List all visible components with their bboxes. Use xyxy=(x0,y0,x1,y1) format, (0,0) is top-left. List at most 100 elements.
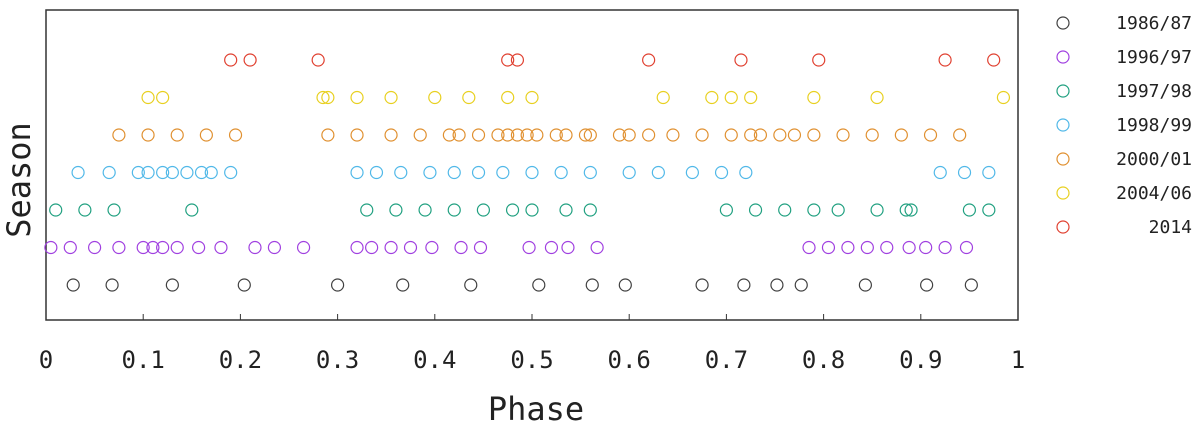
data-point xyxy=(136,240,150,255)
data-point xyxy=(787,128,802,142)
data-point xyxy=(714,165,729,180)
data-point xyxy=(107,203,121,217)
data-point xyxy=(49,203,63,217)
data-point xyxy=(831,203,845,217)
data-point xyxy=(423,165,437,180)
data-point xyxy=(695,128,709,142)
data-point xyxy=(899,203,913,217)
data-point xyxy=(476,203,490,217)
data-point xyxy=(685,165,699,180)
data-point xyxy=(384,128,398,142)
data-point xyxy=(112,240,126,255)
x-tick-label: 0.9 xyxy=(899,346,942,374)
data-point xyxy=(473,240,488,255)
data-point xyxy=(228,128,243,142)
data-point xyxy=(923,128,938,142)
data-point xyxy=(590,240,604,255)
data-point xyxy=(447,203,461,217)
data-point xyxy=(773,128,787,142)
data-point xyxy=(321,128,335,142)
data-point xyxy=(156,165,170,180)
data-point xyxy=(561,240,575,255)
data-point xyxy=(549,128,563,142)
data-point xyxy=(389,203,403,217)
data-point xyxy=(622,165,636,180)
data-point xyxy=(530,128,544,142)
data-point xyxy=(131,165,145,180)
data-point xyxy=(452,128,466,142)
data-point xyxy=(418,203,432,217)
data-point xyxy=(525,90,539,105)
data-point xyxy=(156,90,170,105)
y-axis-title: Season xyxy=(0,122,38,238)
legend-marker xyxy=(1056,50,1070,64)
data-point xyxy=(413,128,427,142)
data-point xyxy=(194,165,209,180)
data-point xyxy=(959,240,974,255)
data-point xyxy=(350,90,364,105)
data-point xyxy=(496,165,510,180)
data-point xyxy=(141,165,155,180)
data-point xyxy=(583,203,597,217)
data-point xyxy=(583,165,597,180)
data-point xyxy=(836,128,850,142)
data-point xyxy=(384,240,398,255)
data-point xyxy=(248,240,262,255)
data-point xyxy=(224,165,238,180)
data-point xyxy=(642,128,656,142)
data-point xyxy=(957,165,972,180)
legend: 1986/87 1996/97 1997/98 1998/99 2000/01 2004/… xyxy=(1056,13,1192,238)
data-point xyxy=(656,90,670,105)
x-tick-label: 0.2 xyxy=(219,346,262,374)
data-point xyxy=(87,240,102,255)
data-point xyxy=(559,128,573,142)
data-point xyxy=(237,278,251,292)
data-point xyxy=(748,203,763,217)
data-point xyxy=(403,240,418,255)
data-point xyxy=(350,165,364,180)
legend-marker xyxy=(1056,152,1070,166)
data-point xyxy=(491,128,505,142)
data-point xyxy=(880,240,894,255)
data-point xyxy=(559,203,573,217)
data-point xyxy=(199,128,213,142)
data-point xyxy=(520,128,534,142)
data-point xyxy=(919,240,933,255)
data-point xyxy=(71,165,85,180)
x-tick-label: 0 xyxy=(39,346,53,374)
data-point xyxy=(350,128,364,142)
data-point xyxy=(719,203,734,217)
data-point xyxy=(865,128,879,142)
data-point xyxy=(316,90,330,105)
plot-frame xyxy=(45,9,1019,321)
x-tick-label: 0.4 xyxy=(413,346,456,374)
legend-marker xyxy=(1056,186,1070,200)
data-point xyxy=(360,203,374,217)
data-point xyxy=(870,90,884,105)
data-point xyxy=(170,240,184,255)
x-tick-label: 0.7 xyxy=(705,346,748,374)
legend-marker xyxy=(1056,84,1070,98)
x-tick-label: 0.5 xyxy=(510,346,553,374)
data-point xyxy=(904,203,918,217)
data-point xyxy=(583,128,597,142)
data-point xyxy=(525,203,539,217)
data-point xyxy=(618,278,632,292)
data-point xyxy=(964,278,978,292)
data-point xyxy=(612,128,627,142)
data-point xyxy=(724,128,738,142)
data-point xyxy=(185,203,199,217)
data-point xyxy=(156,240,170,255)
data-point xyxy=(501,90,515,105)
data-point xyxy=(938,240,952,255)
data-point xyxy=(331,278,345,292)
data-point xyxy=(812,53,826,67)
data-point xyxy=(737,278,751,292)
data-point xyxy=(622,128,636,142)
data-point xyxy=(425,240,439,255)
data-point xyxy=(744,90,758,105)
data-point xyxy=(267,240,282,255)
data-point xyxy=(996,90,1011,105)
data-point xyxy=(841,240,855,255)
data-point xyxy=(807,90,821,105)
